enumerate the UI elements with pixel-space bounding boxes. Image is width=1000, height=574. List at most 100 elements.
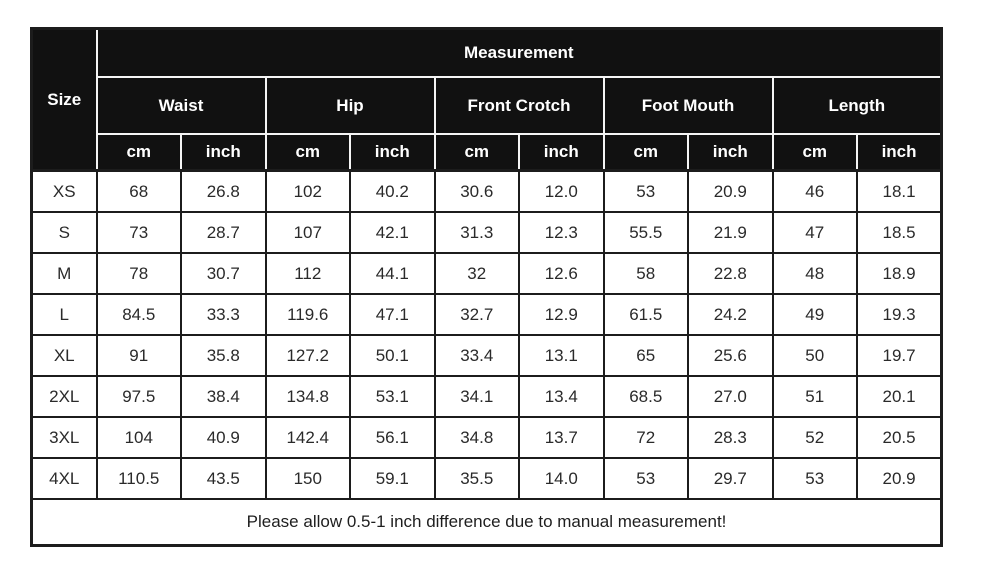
footer-note-row: Please allow 0.5-1 inch difference due t… — [30, 498, 943, 547]
group-header-front-crotch: Front Crotch — [433, 76, 605, 135]
table-row: S 73 28.7 107 42.1 31.3 12.3 55.5 21.9 47 18.5 — [30, 211, 943, 254]
measurement-value: 84.5 — [95, 293, 182, 336]
measurement-value: 35.8 — [180, 334, 267, 377]
measurement-value: 78 — [95, 252, 182, 295]
measurement-value: 35.5 — [433, 457, 520, 500]
group-header-row: Waist Hip Front Crotch Foot Mouth Length — [32, 76, 943, 135]
table-row: M 78 30.7 112 44.1 32 12.6 58 22.8 48 18.9 — [30, 252, 943, 295]
measurement-value: 112 — [264, 252, 351, 295]
unit-header: inch — [687, 133, 774, 172]
measurement-value: 40.2 — [349, 169, 436, 213]
measurement-value: 22.8 — [687, 252, 774, 295]
group-header-foot-mouth: Foot Mouth — [602, 76, 774, 135]
measurement-value: 53 — [771, 457, 858, 500]
measurement-value: 12.9 — [518, 293, 605, 336]
measurement-value: 28.3 — [687, 416, 774, 459]
table-row: 2XL 97.5 38.4 134.8 53.1 34.1 13.4 68.5 27.0 51 20… — [30, 375, 943, 418]
measurement-value: 13.7 — [518, 416, 605, 459]
table-header: Size Measurement Waist Hip Front Crotch … — [30, 27, 943, 172]
measurement-value: 110.5 — [95, 457, 182, 500]
measurement-value: 55.5 — [602, 211, 689, 254]
measurement-value: 134.8 — [264, 375, 351, 418]
measurement-value: 68 — [95, 169, 182, 213]
measurement-value: 46 — [771, 169, 858, 213]
unit-header-row: cm inch cm inch cm inch cm inch cm inch — [32, 133, 943, 172]
size-label: 3XL — [30, 416, 98, 459]
group-header-length: Length — [771, 76, 943, 135]
measurement-value: 28.7 — [180, 211, 267, 254]
measurement-value: 32.7 — [433, 293, 520, 336]
measurement-value: 20.9 — [687, 169, 774, 213]
measurement-value: 47 — [771, 211, 858, 254]
measurement-value: 53 — [602, 457, 689, 500]
measurement-value: 12.0 — [518, 169, 605, 213]
measurement-value: 12.6 — [518, 252, 605, 295]
table-row: 4XL 110.5 43.5 150 59.1 35.5 14.0 53 29.7 53 20.9 — [30, 457, 943, 500]
measurement-value: 50.1 — [349, 334, 436, 377]
measurement-value: 91 — [95, 334, 182, 377]
unit-header: cm — [602, 133, 689, 172]
group-header-hip: Hip — [264, 76, 436, 135]
measurement-header-row: Size Measurement — [30, 27, 943, 172]
unit-header: cm — [433, 133, 520, 172]
size-label: XL — [30, 334, 98, 377]
group-header-waist: Waist — [95, 76, 267, 135]
measurement-value: 18.9 — [856, 252, 943, 295]
measurement-value: 20.1 — [856, 375, 943, 418]
measurement-value: 29.7 — [687, 457, 774, 500]
measurement-value: 52 — [771, 416, 858, 459]
unit-header: inch — [856, 133, 943, 172]
measurement-value: 61.5 — [602, 293, 689, 336]
size-chart-body: XS 68 26.8 102 40.2 30.6 12.0 53 20.9 46 18.1 S 73 28… — [30, 169, 943, 500]
unit-header: inch — [180, 133, 267, 172]
measurement-value: 104 — [95, 416, 182, 459]
measurement-value: 53.1 — [349, 375, 436, 418]
measurement-value: 18.1 — [856, 169, 943, 213]
measurement-value: 13.4 — [518, 375, 605, 418]
measurement-value: 20.5 — [856, 416, 943, 459]
measurement-value: 20.9 — [856, 457, 943, 500]
measurement-value: 48 — [771, 252, 858, 295]
measurement-value: 30.6 — [433, 169, 520, 213]
measurement-value: 12.3 — [518, 211, 605, 254]
table-row: L 84.5 33.3 119.6 47.1 32.7 12.9 61.5 24.2 49 19.3 — [30, 293, 943, 336]
measurement-value: 142.4 — [264, 416, 351, 459]
size-label: S — [30, 211, 98, 254]
measurement-value: 25.6 — [687, 334, 774, 377]
size-label: XS — [30, 169, 98, 213]
measurement-value: 72 — [602, 416, 689, 459]
measurement-value: 49 — [771, 293, 858, 336]
measurement-value: 53 — [602, 169, 689, 213]
size-column-header: Size — [30, 27, 98, 172]
measurement-value: 65 — [602, 334, 689, 377]
unit-header: cm — [771, 133, 858, 172]
measurement-value: 73 — [95, 211, 182, 254]
measurement-value: 43.5 — [180, 457, 267, 500]
measurement-value: 102 — [264, 169, 351, 213]
measurement-value: 50 — [771, 334, 858, 377]
measurement-value: 33.4 — [433, 334, 520, 377]
measurement-value: 58 — [602, 252, 689, 295]
size-label: 2XL — [30, 375, 98, 418]
measurement-value: 18.5 — [856, 211, 943, 254]
measurement-value: 26.8 — [180, 169, 267, 213]
table-row: XL 91 35.8 127.2 50.1 33.4 13.1 65 25.6 50 19.7 — [30, 334, 943, 377]
measurement-value: 68.5 — [602, 375, 689, 418]
measurement-value: 21.9 — [687, 211, 774, 254]
measurement-value: 33.3 — [180, 293, 267, 336]
measurement-value: 56.1 — [349, 416, 436, 459]
measurement-value: 34.1 — [433, 375, 520, 418]
measurement-value: 24.2 — [687, 293, 774, 336]
unit-header: cm — [264, 133, 351, 172]
measurement-value: 150 — [264, 457, 351, 500]
measurement-value: 47.1 — [349, 293, 436, 336]
measurement-value: 59.1 — [349, 457, 436, 500]
size-label: L — [30, 293, 98, 336]
measurement-value: 40.9 — [180, 416, 267, 459]
measurement-value: 13.1 — [518, 334, 605, 377]
measurement-value: 44.1 — [349, 252, 436, 295]
table-footer: Please allow 0.5-1 inch difference due t… — [30, 498, 943, 547]
measurement-header: Measurement — [95, 27, 943, 78]
measurement-value: 119.6 — [264, 293, 351, 336]
measurement-value: 38.4 — [180, 375, 267, 418]
